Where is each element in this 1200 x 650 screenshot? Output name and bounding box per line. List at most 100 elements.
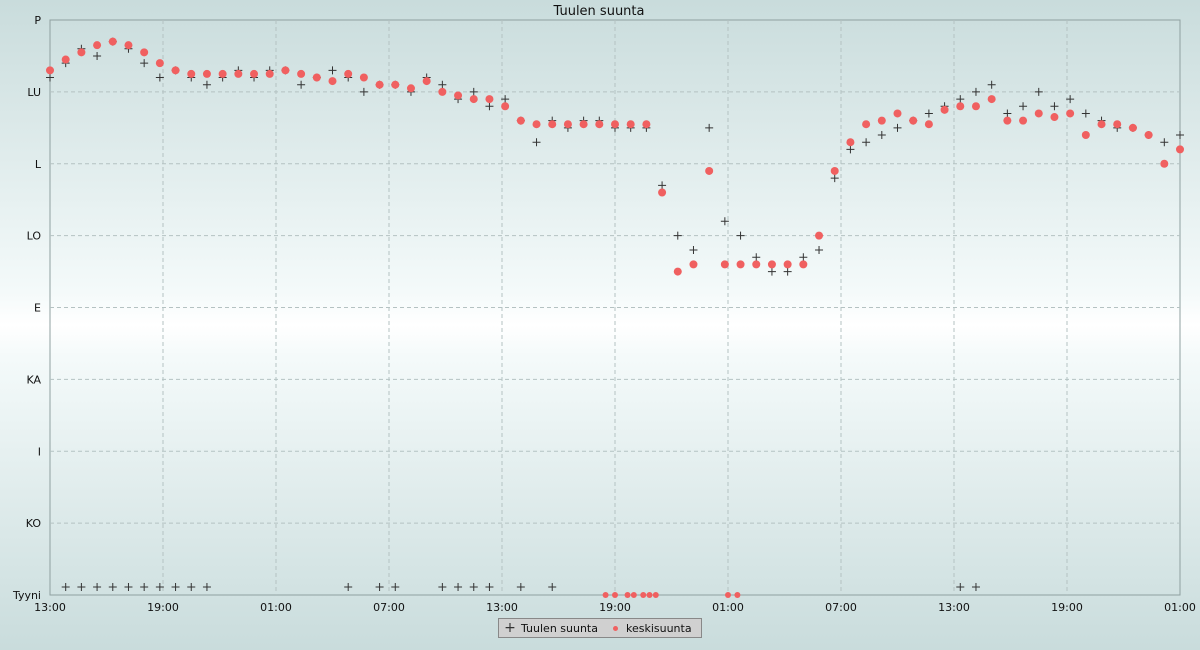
data-point-mean	[799, 260, 808, 269]
data-point-mean	[93, 41, 102, 50]
y-tick-label: Tyyni	[12, 589, 41, 602]
x-tick-label: 01:00	[260, 601, 292, 614]
data-point-mean	[642, 120, 651, 129]
data-point-mean	[924, 120, 933, 129]
data-point-mean	[406, 84, 415, 93]
y-tick-label: KA	[26, 373, 41, 386]
data-point-calm	[485, 583, 494, 591]
x-tick-label: 19:00	[599, 601, 631, 614]
data-point-calm	[548, 583, 557, 591]
data-point-direction	[689, 246, 698, 254]
data-point-mean	[422, 77, 431, 86]
x-tick-label: 07:00	[373, 601, 405, 614]
data-point-mean	[971, 102, 980, 111]
data-point-mean	[611, 120, 619, 129]
data-point-mean	[736, 260, 745, 269]
data-point-mean	[1034, 109, 1043, 118]
data-point-mean	[454, 91, 463, 100]
data-point-direction	[1019, 102, 1028, 111]
y-tick-label: LO	[27, 230, 42, 243]
data-point-calm	[375, 583, 384, 591]
data-point-direction	[736, 231, 745, 240]
data-point-direction	[532, 138, 541, 147]
data-point-direction	[705, 123, 714, 132]
data-point-calm	[93, 583, 102, 591]
data-point-direction	[767, 267, 776, 276]
data-point-direction	[297, 80, 306, 89]
data-point-mean	[626, 120, 635, 129]
data-point-calm	[469, 583, 478, 591]
legend-item-keskisuunta: keskisuunta	[608, 622, 692, 635]
data-point-direction	[1066, 95, 1075, 104]
data-point-calm	[124, 583, 133, 591]
data-point-mean	[155, 59, 164, 68]
data-point-direction	[987, 80, 996, 89]
data-point-mean	[1128, 123, 1137, 132]
data-point-direction	[893, 123, 902, 132]
data-point-calm	[140, 583, 149, 591]
data-point-mean	[359, 73, 368, 82]
data-point-mean	[265, 69, 274, 78]
data-point-direction	[438, 80, 447, 89]
data-point-mean	[752, 260, 761, 269]
x-tick-label: 13:00	[938, 601, 970, 614]
data-point-mean	[124, 41, 133, 50]
data-point-direction	[469, 87, 478, 96]
data-point-mean	[375, 80, 384, 89]
data-point-mean	[940, 105, 949, 114]
data-point-calm	[187, 583, 196, 591]
data-point-mean	[877, 116, 886, 125]
data-point-direction	[1081, 109, 1090, 118]
data-point-mean	[218, 69, 227, 78]
data-point-mean	[987, 95, 996, 104]
data-point-mean	[438, 87, 447, 96]
data-point-mean	[202, 69, 211, 78]
data-point-mean	[1113, 120, 1122, 129]
data-point-direction	[202, 80, 211, 89]
data-point-direction	[799, 253, 808, 262]
data-point-direction	[1050, 102, 1059, 111]
data-point-direction	[1160, 138, 1169, 147]
x-tick-label: 07:00	[825, 601, 857, 614]
data-point-mean	[579, 120, 588, 129]
legend-label: keskisuunta	[625, 621, 692, 635]
data-point-mean	[485, 95, 494, 104]
data-point-mean	[1144, 131, 1153, 139]
data-point-mean-calm	[652, 592, 659, 598]
data-point-direction	[140, 59, 149, 68]
data-point-mean	[250, 69, 259, 78]
y-tick-label: KO	[26, 517, 42, 530]
data-point-mean	[532, 120, 541, 129]
data-point-mean	[281, 66, 290, 75]
data-point-calm	[108, 583, 117, 591]
data-point-mean	[297, 69, 306, 78]
data-point-mean	[548, 120, 557, 129]
x-tick-label: 01:00	[712, 601, 744, 614]
data-point-mean	[830, 166, 839, 175]
x-tick-label: 19:00	[1051, 601, 1083, 614]
x-tick-label: 01:00	[1164, 601, 1196, 614]
data-point-mean	[658, 188, 667, 197]
data-point-mean	[846, 138, 855, 147]
data-point-calm	[438, 583, 447, 591]
data-point-calm	[344, 583, 353, 591]
y-tick-label: I	[38, 445, 41, 458]
data-point-calm	[516, 583, 525, 591]
data-point-mean	[767, 260, 776, 269]
data-point-direction	[485, 102, 494, 111]
data-point-mean-calm	[630, 592, 637, 598]
data-point-mean	[312, 73, 321, 82]
data-point-direction	[783, 267, 792, 276]
data-point-mean	[1097, 120, 1106, 129]
legend: + Tuulen suunta keskisuunta	[498, 618, 702, 638]
series-keskisuunta	[46, 37, 1184, 598]
data-point-mean	[783, 260, 792, 269]
data-point-mean	[140, 48, 149, 57]
data-point-mean	[893, 109, 902, 118]
data-point-mean	[187, 69, 196, 78]
data-point-direction	[971, 87, 980, 96]
data-point-mean	[689, 260, 698, 269]
data-point-mean	[391, 80, 400, 89]
data-point-direction	[673, 231, 682, 240]
data-point-direction	[46, 73, 54, 82]
